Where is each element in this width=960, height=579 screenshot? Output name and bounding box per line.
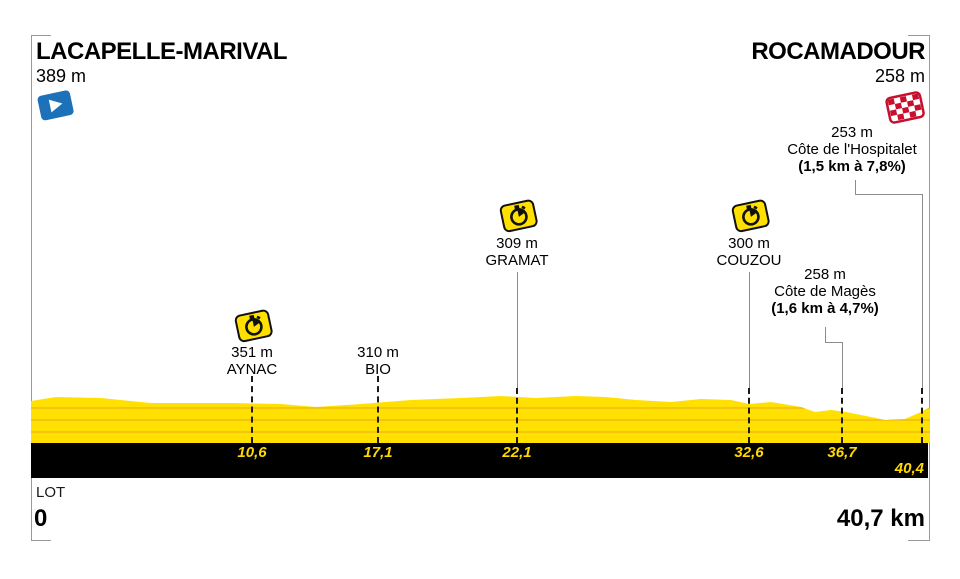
waypoint-elevation: 310 m [357, 344, 399, 361]
climb-mages-connector-h [825, 342, 843, 343]
waypoint-gramat-line [517, 272, 518, 388]
waypoint-name: COUZOU [716, 252, 782, 269]
finish-elevation: 258 m [874, 66, 925, 86]
climb-mages-connector-v2 [842, 342, 843, 388]
climb-elevation: 258 m [804, 266, 846, 283]
km-tick-label: 10,6 [237, 444, 267, 461]
start-block: LACAPELLE-MARIVAL 389 m [36, 38, 288, 87]
left-axis-bottom-tick [31, 540, 51, 541]
climb-elevation: 253 m [831, 124, 873, 141]
waypoint-aynac-dashed-line [251, 376, 253, 443]
climb-hospitalet-connector-h [855, 194, 923, 195]
waypoint-name: BIO [365, 361, 391, 378]
waypoint-name: GRAMAT [485, 252, 549, 269]
climb-hospitalet-dashed-line [921, 388, 923, 443]
finish-city-name: ROCAMADOUR [751, 38, 925, 65]
waypoint-bio: 310 m BIO [318, 344, 438, 378]
climb-hospitalet-connector-v1 [855, 180, 856, 195]
waypoint-elevation: 351 m [231, 344, 273, 361]
climb-name: Côte de l'Hospitalet [787, 141, 917, 158]
checkered-finish-flag-icon [885, 91, 925, 124]
left-axis-line [31, 35, 32, 541]
climb-hospitalet-connector-v2 [922, 194, 923, 388]
waypoint-couzou-line [749, 272, 750, 388]
right-axis-top-tick [908, 35, 930, 36]
stopwatch-sprint-flag-icon [499, 199, 538, 233]
waypoint-gramat-dashed-line [516, 388, 518, 443]
left-axis-top-tick [31, 35, 51, 36]
waypoint-elevation: 309 m [496, 235, 538, 252]
stopwatch-sprint-flag-icon [234, 309, 273, 343]
climb-detail: (1,5 km à 7,8%) [798, 158, 906, 175]
waypoint-couzou: 300 m COUZOU [689, 235, 809, 269]
climb-name: Côte de Magès [774, 283, 876, 300]
waypoint-name: AYNAC [226, 361, 278, 378]
right-axis-bottom-tick [908, 540, 930, 541]
region-label: LOT [36, 484, 66, 501]
stopwatch-sprint-flag-icon [731, 199, 770, 233]
km-tick-label: 40,4 [894, 460, 924, 477]
climb-mages-connector-v1 [825, 327, 826, 343]
elevation-profile-area [31, 396, 930, 443]
climb-hospitalet: 253 m Côte de l'Hospitalet (1,5 km à 7,8… [757, 124, 947, 175]
waypoint-bio-dashed-line [377, 376, 379, 443]
km-tick-label: 36,7 [827, 444, 857, 461]
km-tick-label: 32,6 [734, 444, 764, 461]
start-elevation: 389 m [36, 66, 87, 86]
start-flag-icon [37, 90, 74, 121]
start-city-name: LACAPELLE-MARIVAL [36, 38, 288, 65]
waypoint-aynac: 351 m AYNAC [192, 344, 312, 378]
waypoint-gramat: 309 m GRAMAT [457, 235, 577, 269]
climb-mages: 258 m Côte de Magès (1,6 km à 4,7%) [735, 266, 915, 317]
km-start-label: 0 [34, 505, 48, 532]
km-tick-label: 17,1 [363, 444, 393, 461]
right-axis-line [929, 35, 930, 541]
total-distance-label: 40,7 km [836, 505, 925, 532]
waypoint-elevation: 300 m [728, 235, 770, 252]
km-tick-label: 22,1 [502, 444, 532, 461]
waypoint-couzou-dashed-line [748, 388, 750, 443]
climb-detail: (1,6 km à 4,7%) [771, 300, 879, 317]
climb-mages-dashed-line [841, 388, 843, 443]
finish-block: ROCAMADOUR 258 m [751, 38, 925, 87]
distance-ruler: 10,6 17,1 22,1 32,6 36,7 40,4 [31, 443, 928, 478]
